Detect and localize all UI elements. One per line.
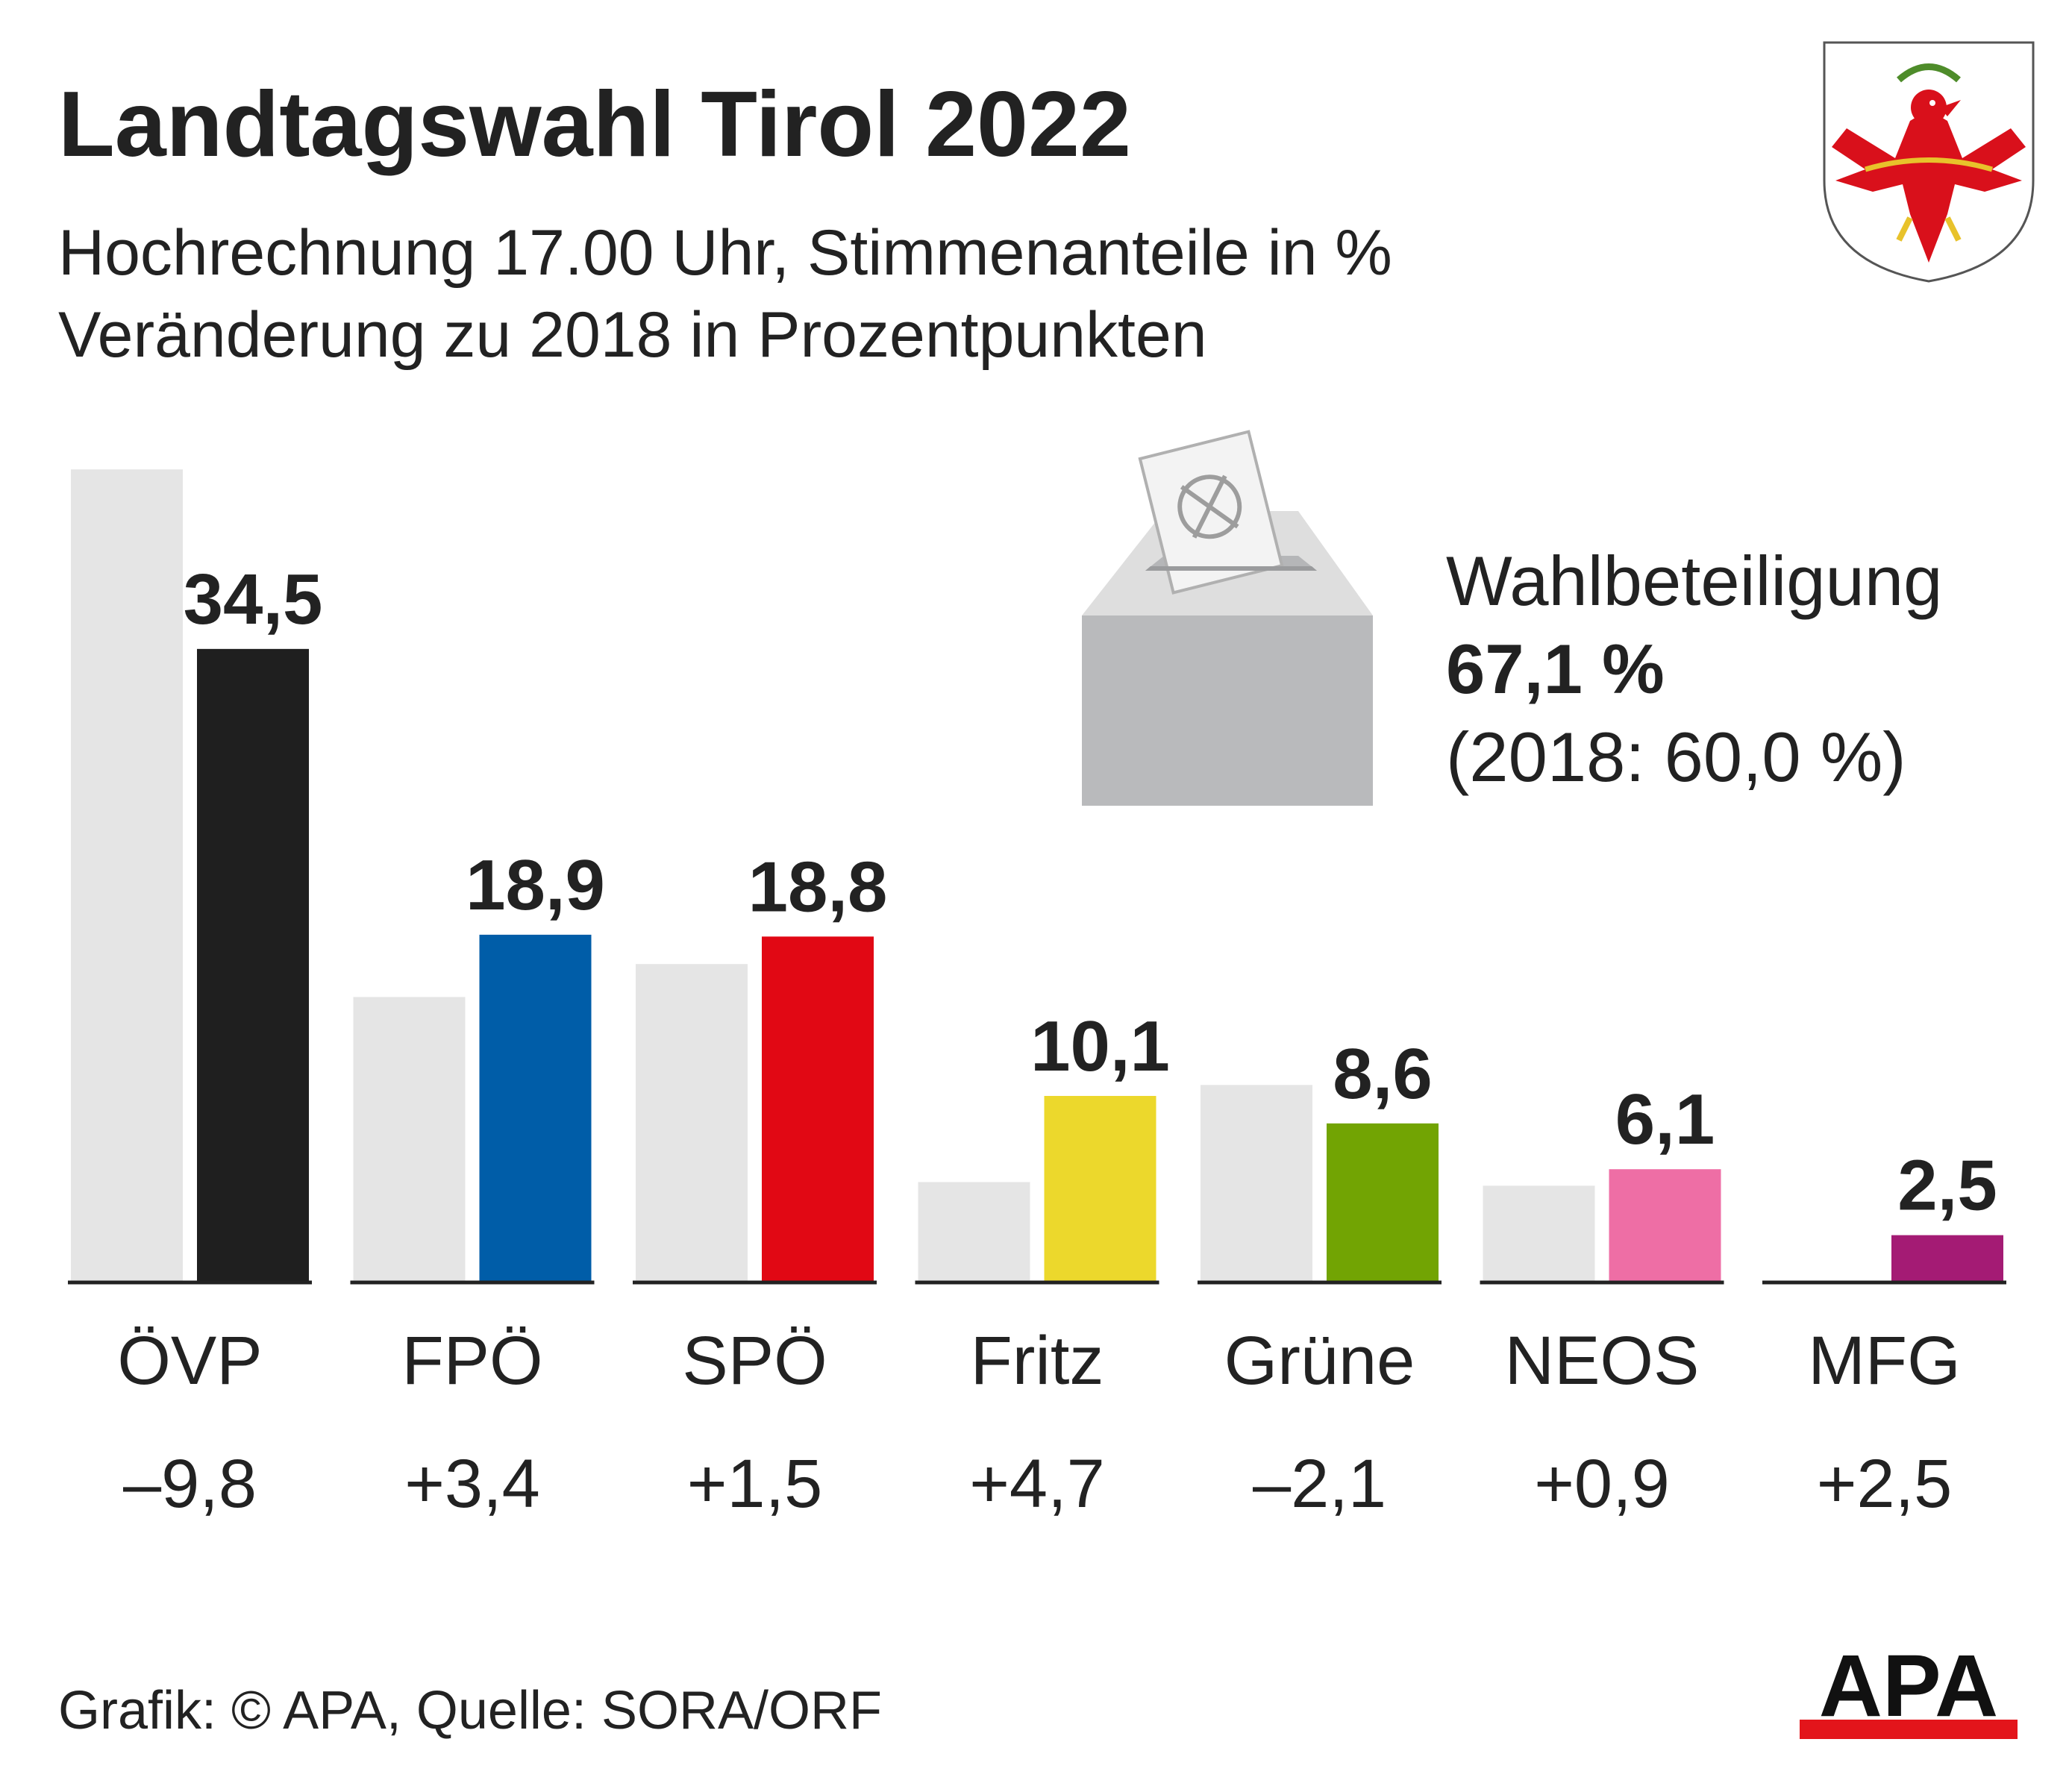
- bar-2022-6: [1891, 1235, 2003, 1281]
- chart-subtitle: Hochrechnung 17.00 Uhr, Stimmenanteile i…: [58, 217, 1392, 289]
- tirol-eagle-icon: [1823, 41, 2035, 283]
- bar-2022-2: [762, 936, 874, 1281]
- ballot-box-icon: [1082, 430, 1373, 806]
- chart-subtitle-change: Veränderung zu 2018 in Prozentpunkten: [58, 299, 1207, 371]
- change-label-4: –2,1: [1253, 1446, 1386, 1522]
- chart-title: Landtagswahl Tirol 2022: [58, 73, 1131, 176]
- bar-2022-4: [1327, 1123, 1439, 1281]
- change-label-6: +2,5: [1817, 1446, 1953, 1522]
- bar-2018-0: [71, 469, 183, 1281]
- value-label-2: 18,8: [748, 847, 888, 927]
- bar-2018-4: [1201, 1085, 1312, 1281]
- bar-chart: 34,5 ÖVP –9,8 18,9 FPÖ +3,4 18,8 SPÖ +1,5 10,1 Fri…: [68, 469, 2006, 1522]
- category-label-5: NEOS: [1505, 1323, 1700, 1399]
- value-label-4: 8,6: [1333, 1034, 1432, 1114]
- change-label-0: –9,8: [123, 1446, 257, 1522]
- category-label-1: FPÖ: [401, 1323, 542, 1399]
- turnout-previous: (2018: 60,0 %): [1446, 718, 1906, 796]
- turnout-box: Wahlbeteiligung 67,1 % (2018: 60,0 %): [1446, 537, 1942, 801]
- category-label-0: ÖVP: [117, 1323, 262, 1399]
- source-note: Grafik: © APA, Quelle: SORA/ORF: [58, 1681, 883, 1741]
- category-label-6: MFG: [1808, 1323, 1960, 1399]
- bar-2022-5: [1609, 1169, 1721, 1281]
- change-label-3: +4,7: [969, 1446, 1105, 1522]
- value-label-1: 18,9: [466, 845, 605, 925]
- turnout-value: 67,1 %: [1446, 630, 1665, 708]
- category-label-2: SPÖ: [682, 1323, 827, 1399]
- change-label-5: +0,9: [1534, 1446, 1670, 1522]
- value-label-6: 2,5: [1897, 1146, 1997, 1226]
- change-label-1: +3,4: [404, 1446, 540, 1522]
- bar-2022-3: [1044, 1095, 1156, 1281]
- turnout-label: Wahlbeteiligung: [1446, 542, 1943, 620]
- value-label-0: 34,5: [184, 560, 323, 639]
- bar-2018-1: [353, 997, 466, 1281]
- change-label-2: +1,5: [687, 1446, 823, 1522]
- bar-2018-5: [1483, 1185, 1595, 1281]
- category-label-3: Fritz: [971, 1323, 1104, 1399]
- value-label-5: 6,1: [1615, 1080, 1715, 1159]
- bar-2018-2: [636, 964, 748, 1281]
- category-label-4: Grüne: [1224, 1323, 1415, 1399]
- bar-2022-1: [479, 934, 592, 1281]
- value-label-3: 10,1: [1030, 1006, 1170, 1086]
- bar-2018-3: [918, 1182, 1030, 1281]
- apa-logo: APA: [1800, 1645, 2018, 1739]
- bar-2022-0: [197, 648, 309, 1281]
